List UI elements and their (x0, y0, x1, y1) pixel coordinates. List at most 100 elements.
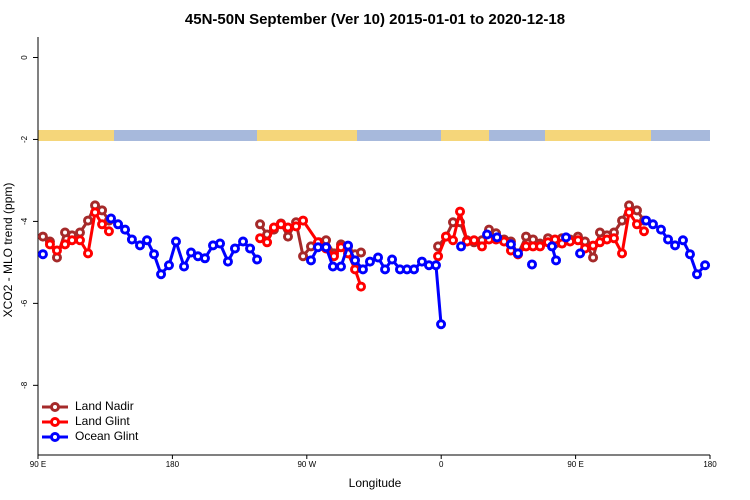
point (416, 256, 427, 267)
y-axis-label: XCO2 - MLO trend (ppm) (1, 183, 15, 318)
legend-label: Land Nadir (75, 399, 134, 413)
point (588, 252, 599, 263)
x-tick-label: 180 (166, 460, 180, 469)
point (90, 207, 101, 218)
point (505, 239, 516, 250)
y-tick-label: 0 (20, 55, 29, 60)
point (526, 259, 537, 270)
point (298, 251, 309, 262)
point (436, 319, 447, 330)
point (624, 207, 635, 218)
point (373, 252, 384, 263)
point (245, 243, 256, 254)
point (512, 248, 523, 259)
point (37, 231, 48, 242)
point (83, 248, 94, 259)
point (684, 249, 695, 260)
point (163, 260, 174, 271)
point (572, 235, 583, 246)
point (343, 240, 354, 251)
point (608, 233, 619, 244)
point (229, 243, 240, 254)
point (535, 241, 546, 252)
point (551, 255, 562, 266)
x-tick-label: 90 W (297, 460, 316, 469)
point (575, 248, 586, 259)
point (631, 219, 642, 230)
point (350, 255, 361, 266)
point (305, 255, 316, 266)
point (313, 242, 323, 253)
point (663, 234, 674, 245)
point (561, 232, 572, 243)
point (97, 219, 108, 230)
y-tick-label: -2 (20, 135, 29, 143)
point (321, 242, 332, 253)
point (74, 235, 85, 246)
point (350, 264, 361, 275)
point (134, 240, 145, 251)
point (222, 256, 233, 267)
point (638, 226, 649, 237)
point (677, 235, 688, 246)
point (670, 240, 681, 251)
point (67, 235, 78, 246)
point (142, 235, 153, 246)
point (647, 219, 658, 230)
point (482, 229, 493, 240)
chart-title: 45N-50N September (Ver 10) 2015-01-01 to… (185, 11, 565, 28)
point (298, 215, 309, 226)
point (357, 264, 368, 275)
point (156, 269, 167, 280)
point (291, 221, 302, 232)
point (83, 215, 94, 226)
point (255, 233, 266, 244)
point (380, 264, 391, 275)
x-tick-label: 90 E (30, 460, 46, 469)
point (215, 238, 226, 249)
point (44, 239, 55, 250)
point (282, 231, 293, 242)
point (238, 236, 249, 247)
point (327, 261, 338, 272)
point (255, 219, 266, 230)
point (103, 226, 114, 237)
x-axis-label: Longitude (349, 476, 402, 490)
point (700, 260, 711, 271)
point (170, 236, 181, 247)
x-tick-label: 0 (439, 460, 444, 469)
point (631, 205, 642, 216)
point (126, 234, 137, 245)
legend-marker (50, 432, 60, 442)
y-tick-label: -4 (20, 217, 29, 225)
point (447, 235, 458, 246)
x-tick-label: 180 (703, 460, 717, 469)
point (282, 222, 293, 233)
point (60, 239, 71, 250)
point (469, 235, 480, 246)
point (149, 249, 160, 260)
point (356, 281, 367, 292)
point (179, 261, 190, 272)
point (430, 260, 441, 271)
point (492, 232, 503, 243)
point (262, 237, 273, 248)
point (433, 251, 444, 262)
point (455, 206, 466, 217)
point (617, 248, 628, 259)
point (37, 249, 48, 260)
point (364, 256, 375, 267)
point (252, 254, 263, 265)
point (387, 254, 398, 265)
legend-label: Land Glint (75, 414, 130, 428)
point (656, 224, 667, 235)
point (440, 231, 451, 242)
point (476, 241, 487, 252)
point (356, 247, 367, 258)
legend-marker (50, 402, 60, 412)
y-tick-label: -8 (20, 381, 29, 389)
point (113, 219, 124, 230)
point (199, 253, 210, 264)
